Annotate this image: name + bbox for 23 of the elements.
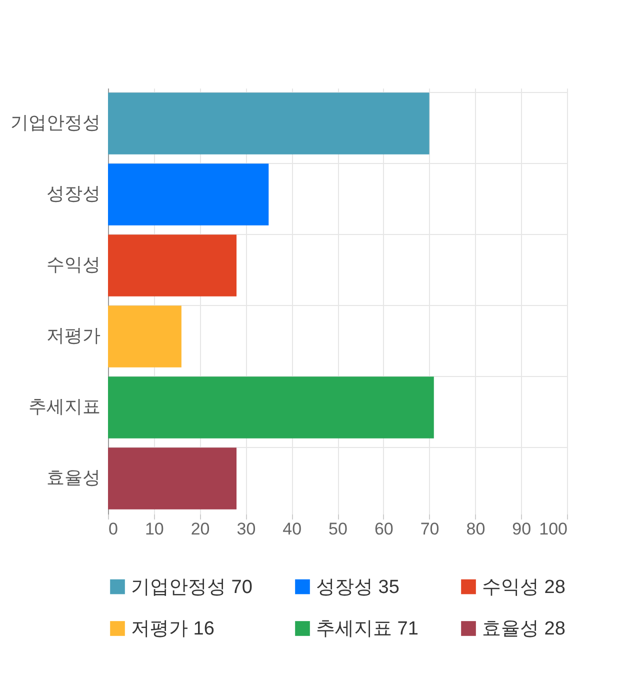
x-tick-label: 0 <box>108 520 118 538</box>
x-tick-label: 100 <box>539 520 568 538</box>
legend-label: 효율성 28 <box>482 618 566 640</box>
y-tick-label: 수익성 <box>46 254 100 274</box>
y-tick-label: 효율성 <box>46 468 100 488</box>
x-tick-label: 70 <box>420 520 440 538</box>
y-tick-label: 기업안정성 <box>10 112 100 132</box>
x-tick-label: 50 <box>328 520 348 538</box>
legend-label: 추세지표 71 <box>316 618 418 640</box>
x-tick-label: 20 <box>190 520 210 538</box>
y-tick-label: 성장성 <box>46 184 100 204</box>
legend-label: 저평가 16 <box>131 618 214 640</box>
y-tick-label: 추세지표 <box>28 396 100 416</box>
x-tick-label: 60 <box>374 520 394 538</box>
x-tick-label: 90 <box>512 520 532 538</box>
x-tick-label: 80 <box>466 520 486 538</box>
legend-label: 성장성 35 <box>316 576 400 598</box>
legend-label: 수익성 28 <box>482 576 566 598</box>
x-tick-label: 40 <box>282 520 302 538</box>
legend-label: 기업안정성 70 <box>131 576 252 598</box>
x-tick-label: 10 <box>144 520 164 538</box>
x-tick-label: 30 <box>236 520 256 538</box>
y-tick-label: 저평가 <box>46 326 100 346</box>
